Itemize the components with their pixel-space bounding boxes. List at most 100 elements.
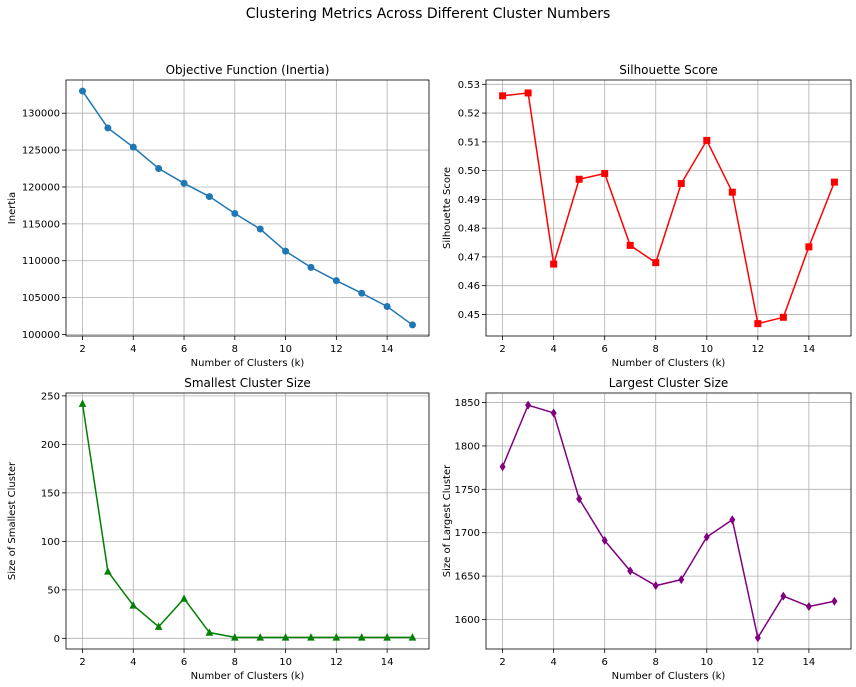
- data-point: [550, 408, 557, 418]
- data-point: [358, 289, 366, 297]
- x-tick-label: 8: [653, 657, 659, 668]
- data-point: [205, 628, 214, 636]
- data-point: [104, 567, 112, 575]
- y-tick-label: 0.48: [458, 224, 480, 235]
- y-axis-label: Inertia: [7, 192, 18, 224]
- x-tick-label: 14: [803, 657, 816, 668]
- y-tick-label: 130000: [22, 109, 60, 120]
- x-tick-label: 2: [79, 657, 85, 668]
- ticks: 2 4 6 8 10 12 14 0.45 0.46 0.47 0.48 0.49 0.50 0.51 0.…: [458, 80, 816, 355]
- y-tick-label: 100: [41, 537, 60, 548]
- data-point: [703, 532, 710, 542]
- x-tick-label: 8: [653, 344, 659, 355]
- data-point: [282, 247, 290, 255]
- data-point: [601, 536, 608, 546]
- data-point: [129, 601, 138, 609]
- data-point: [205, 193, 213, 201]
- subplot-3: 2 4 6 8 10 12 14 0 50 100 150 200 250 Smallest Cluste…: [7, 376, 430, 682]
- y-tick-label: 1600: [455, 615, 480, 626]
- data-point: [677, 180, 685, 188]
- y-tick-label: 0.52: [458, 109, 480, 120]
- data-point: [524, 89, 532, 97]
- y-axis-label: Size of Smallest Cluster: [7, 461, 18, 580]
- y-tick-label: 105000: [22, 293, 60, 304]
- data-point: [525, 400, 532, 410]
- x-tick-label: 14: [803, 344, 816, 355]
- data-point: [805, 601, 812, 611]
- y-tick-label: 250: [41, 391, 60, 402]
- data-point: [678, 575, 685, 585]
- x-tick-label: 10: [279, 344, 292, 355]
- series-line: [501, 404, 835, 640]
- x-tick-label: 12: [751, 344, 764, 355]
- y-axis-label: Size of Largest Cluster: [442, 464, 453, 577]
- y-tick-label: 100000: [22, 330, 60, 341]
- axes-frame: [485, 392, 852, 650]
- data-point: [652, 581, 659, 591]
- data-point: [831, 596, 838, 606]
- x-tick-label: 12: [330, 344, 343, 355]
- series-1: [79, 87, 416, 329]
- data-point: [231, 210, 239, 218]
- data-point: [728, 188, 736, 196]
- series-1: [78, 399, 417, 641]
- subplots-grid: 2 4 6 8 10 12 14 100000 105000 110000 115000 120000…: [7, 63, 852, 682]
- data-point: [805, 243, 813, 251]
- x-tick-label: 2: [499, 657, 505, 668]
- grid: [66, 393, 429, 649]
- data-point: [256, 633, 264, 641]
- y-tick-label: 120000: [22, 182, 60, 193]
- data-point: [830, 178, 838, 186]
- data-point: [627, 566, 634, 576]
- y-tick-label: 0.49: [458, 195, 480, 206]
- data-point: [780, 591, 787, 601]
- x-tick-label: 10: [279, 657, 292, 668]
- data-point: [256, 225, 264, 233]
- data-point: [703, 136, 711, 144]
- series-1: [499, 400, 838, 643]
- data-point: [104, 124, 112, 132]
- data-point: [155, 165, 163, 173]
- axes-frame: [485, 79, 852, 337]
- x-axis-label: Number of Clusters (k): [191, 671, 305, 682]
- data-point: [180, 179, 188, 187]
- subplot-1: 2 4 6 8 10 12 14 100000 105000 110000 115000 120000…: [7, 63, 430, 369]
- data-point: [332, 633, 341, 641]
- data-point: [383, 302, 391, 310]
- data-point: [779, 313, 787, 321]
- data-point: [499, 462, 506, 472]
- x-tick-label: 14: [381, 657, 394, 668]
- ticks: 2 4 6 8 10 12 14 1600 1650 1700 1750 1800 1850: [455, 398, 816, 668]
- y-tick-label: 0.51: [458, 137, 480, 148]
- x-tick-label: 6: [602, 344, 608, 355]
- y-tick-label: 0.45: [458, 310, 480, 321]
- x-tick-label: 4: [550, 657, 556, 668]
- x-tick-label: 10: [700, 344, 713, 355]
- data-point: [652, 259, 660, 267]
- ticks: 2 4 6 8 10 12 14 100000 105000 110000 115000 120000…: [22, 109, 394, 355]
- y-tick-label: 0.46: [458, 281, 480, 292]
- axes-frame: [65, 392, 430, 650]
- y-tick-label: 115000: [22, 219, 60, 230]
- y-tick-label: 0.50: [458, 166, 480, 177]
- y-tick-label: 0: [54, 634, 60, 645]
- y-tick-label: 1850: [455, 398, 480, 409]
- subplot-title: Silhouette Score: [619, 63, 717, 77]
- subplot-title: Largest Cluster Size: [609, 376, 729, 390]
- y-tick-label: 1650: [455, 572, 480, 583]
- x-tick-label: 6: [602, 657, 608, 668]
- data-point: [332, 277, 340, 285]
- data-point: [180, 594, 188, 602]
- data-point: [383, 633, 391, 641]
- y-tick-label: 1750: [455, 485, 480, 496]
- series-1: [499, 89, 838, 328]
- data-point: [154, 622, 163, 630]
- x-tick-label: 10: [700, 657, 713, 668]
- x-tick-label: 8: [232, 344, 238, 355]
- data-point: [754, 633, 761, 643]
- data-point: [357, 633, 366, 641]
- x-tick-label: 8: [232, 657, 238, 668]
- x-tick-label: 4: [130, 657, 136, 668]
- data-point: [626, 241, 634, 249]
